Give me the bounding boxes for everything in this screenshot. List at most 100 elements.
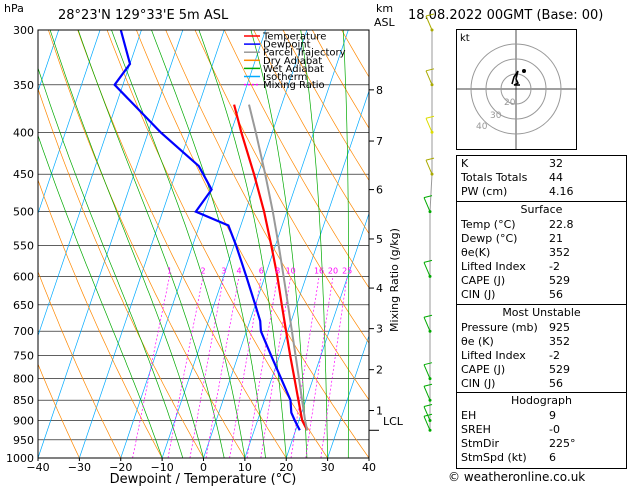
dry-adiabat-line	[77, 30, 287, 458]
surface-title: Surface	[520, 203, 563, 216]
mixing-ratio-label: 3	[221, 266, 226, 275]
mixing-ratio-line	[167, 276, 204, 458]
surface-li-label: Lifted Index	[461, 260, 526, 273]
mixing-ratio-label: 2	[201, 266, 206, 275]
hodograph-ring-40: 40	[476, 122, 488, 132]
temp-tick-label: −40	[26, 461, 49, 474]
pressure-tick-label: 350	[13, 79, 34, 92]
wind-barb-flag	[423, 383, 433, 387]
surface-thetae-label: θe(K)	[461, 246, 491, 259]
wind-barb-dot	[428, 210, 432, 214]
surface-cape-label: CAPE (J)	[461, 274, 506, 287]
mu-pressure-label: Pressure (mb)	[461, 321, 538, 334]
pressure-tick-label: 900	[13, 415, 34, 428]
mixing-ratio-label: 20	[328, 266, 338, 275]
wind-barb-flag	[425, 115, 435, 119]
km-tick-label: 5	[376, 233, 383, 246]
surface-temp-value: 22.8	[549, 218, 574, 231]
km-tick-label: 3	[376, 323, 383, 336]
lcl-label: LCL	[383, 415, 404, 428]
wind-barb-dot	[428, 274, 432, 278]
wind-barb-flag	[423, 314, 433, 318]
legend-label: Dewpoint	[263, 40, 311, 51]
x-axis-label: Dewpoint / Temperature (°C)	[110, 472, 297, 486]
dry-adiabat-line	[38, 270, 122, 458]
wind-barb	[423, 259, 433, 278]
isotherm-line	[38, 30, 184, 458]
wind-barb-flag	[423, 259, 433, 263]
mu-pressure-value: 925	[549, 321, 570, 334]
most-unstable-table: Most Unstable Pressure (mb) 925 θe (K) 352…	[456, 304, 627, 394]
wind-barb-dot	[428, 398, 432, 402]
index-pw-value: 4.16	[549, 185, 574, 198]
dewpoint-profile	[113, 30, 301, 431]
surface-thetae-value: 352	[549, 246, 570, 259]
wind-barb-staff	[423, 317, 431, 332]
mu-thetae-label: θe (K)	[461, 335, 494, 348]
temp-tick-label: −20	[109, 461, 132, 474]
dry-adiabat-line	[48, 30, 246, 458]
mu-cin-value: 56	[549, 377, 563, 390]
wind-barb-dot	[428, 329, 432, 333]
wind-barb	[423, 195, 433, 214]
surface-cape-value: 529	[549, 274, 570, 287]
mixing-ratio-line	[132, 276, 170, 458]
surface-temp-label: Temp (°C)	[461, 218, 516, 231]
wind-barb-dot	[428, 428, 432, 432]
storm-motion-dot	[522, 69, 526, 73]
index-k-label: K	[461, 157, 469, 170]
wet-adiabat-line	[49, 30, 204, 458]
wind-barb	[425, 115, 435, 134]
legend-label: Temperature	[262, 32, 326, 43]
surface-cin-label: CIN (J)	[461, 288, 496, 301]
wind-barb	[423, 383, 433, 402]
hodo-eh-value: 9	[549, 409, 556, 422]
wind-barb-dot	[430, 28, 434, 32]
wet-adiabat-line	[38, 134, 163, 458]
pressure-tick-label: 800	[13, 373, 34, 386]
mixing-ratio-label: 25	[342, 266, 352, 275]
isotherm-line	[203, 30, 349, 458]
wet-adiabat-line	[300, 30, 328, 458]
mixing-ratio-line	[189, 276, 225, 458]
hodograph-ring-30: 30	[490, 111, 502, 121]
dry-adiabat-line	[253, 30, 369, 235]
wind-barb-staff	[425, 70, 433, 85]
mixing-ratio-line	[305, 276, 334, 458]
mu-cin-label: CIN (J)	[461, 377, 496, 390]
datetime-label: 18.08.2022 00GMT (Base: 00)	[408, 8, 604, 23]
wind-barb-staff	[423, 386, 431, 401]
wet-adiabat-line	[198, 30, 287, 458]
hodo-sreh-label: SREH	[461, 423, 491, 436]
pressure-tick-label: 550	[13, 239, 34, 252]
wind-barb-staff	[425, 118, 433, 133]
mu-li-value: -2	[549, 349, 560, 362]
dry-adiabat-line	[282, 30, 369, 182]
mixing-ratio-label: 10	[286, 266, 296, 275]
temp-tick-label: −10	[151, 461, 174, 474]
wind-barb-flag	[423, 404, 433, 408]
wind-barb-dot	[430, 83, 434, 87]
mixing-ratio-label: 4	[236, 266, 241, 275]
temp-tick-label: 0	[200, 461, 207, 474]
dry-adiabat-line	[223, 30, 369, 289]
asl-label: ASL	[374, 16, 395, 29]
wind-barb-flag	[425, 68, 435, 72]
km-tick-label: 6	[376, 184, 383, 197]
wind-barb-flag	[423, 195, 433, 199]
pressure-unit-label: hPa	[4, 2, 24, 15]
mixing-ratio-label: 8	[275, 266, 280, 275]
mixing-ratio-label: 6	[259, 266, 264, 275]
index-pw-label: PW (cm)	[461, 185, 508, 198]
dry-adiabat-line	[165, 30, 369, 401]
wind-barb-staff	[423, 197, 431, 212]
legend-label: Isotherm	[263, 72, 307, 83]
dry-adiabat-line	[38, 87, 204, 458]
wind-barb-dot	[428, 419, 432, 423]
mixing-ratio-line	[246, 276, 279, 458]
hodograph-ring-20: 20	[504, 98, 516, 108]
wind-barb-flag	[425, 13, 435, 17]
mu-cape-label: CAPE (J)	[461, 363, 506, 376]
temp-tick-label: 10	[238, 461, 252, 474]
